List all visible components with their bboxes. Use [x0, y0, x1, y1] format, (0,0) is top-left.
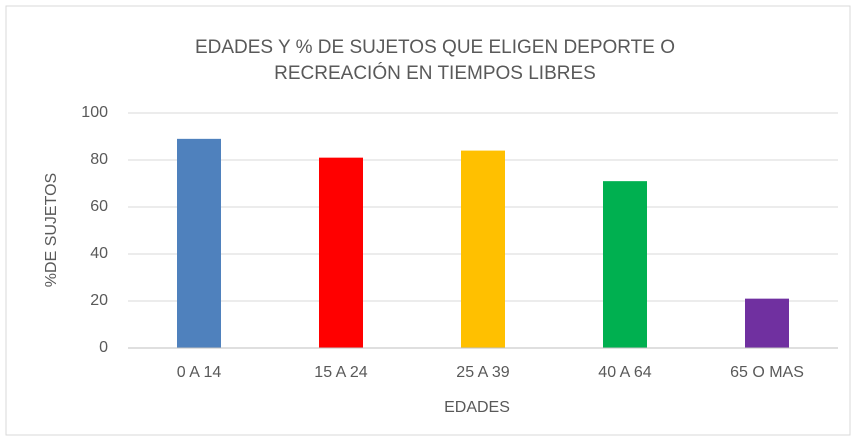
bar [603, 181, 647, 348]
bar [319, 157, 363, 348]
x-tick-label: 65 O MAS [730, 364, 804, 381]
x-tick-label: 40 A 64 [598, 364, 651, 381]
chart-title: EDADES Y % DE SUJETOS QUE ELIGEN DEPORTE… [195, 37, 675, 58]
y-tick-label: 20 [90, 292, 108, 309]
x-tick-label: 0 A 14 [177, 364, 222, 381]
x-tick-label: 15 A 24 [314, 364, 367, 381]
y-tick-label: 80 [90, 151, 108, 168]
bar [745, 298, 789, 348]
x-tick-label: 25 A 39 [456, 364, 509, 381]
y-axis-label: %DE SUJETOS [43, 173, 60, 287]
y-tick-label: 100 [81, 104, 108, 121]
chart-title: RECREACIÓN EN TIEMPOS LIBRES [274, 62, 596, 84]
y-tick-label: 0 [99, 339, 108, 356]
y-tick-label: 60 [90, 198, 108, 215]
bar [177, 138, 221, 348]
chart-border [5, 5, 851, 436]
x-axis-label: EDADES [444, 399, 510, 416]
bar [461, 150, 505, 348]
y-tick-label: 40 [90, 245, 108, 262]
